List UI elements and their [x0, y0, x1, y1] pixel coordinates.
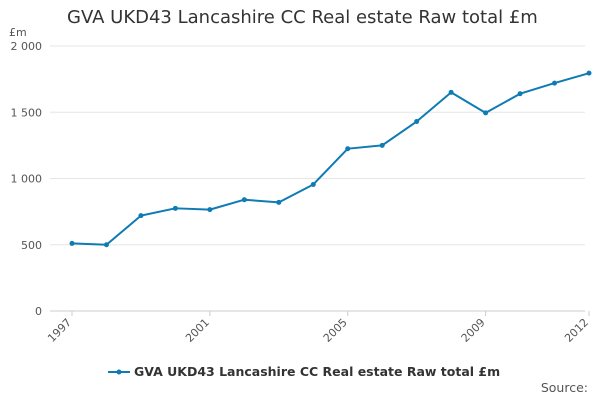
data-point: [207, 207, 213, 213]
data-point: [448, 89, 454, 95]
data-point: [483, 110, 489, 116]
data-point: [103, 242, 109, 248]
source-label: Source:: [540, 380, 588, 395]
data-point: [586, 70, 592, 76]
data-point: [345, 146, 351, 152]
x-tick-label: 1997: [45, 316, 74, 345]
data-point: [241, 197, 247, 203]
data-point: [310, 181, 316, 187]
legend[interactable]: GVA UKD43 Lancashire CC Real estate Raw …: [108, 364, 500, 379]
y-tick-label: 1 000: [11, 173, 43, 186]
legend-swatch-icon: [108, 369, 130, 374]
data-point: [138, 213, 144, 219]
data-point: [552, 80, 558, 86]
data-point: [517, 91, 523, 97]
y-tick-label: 0: [35, 305, 42, 318]
data-point: [414, 119, 420, 125]
data-point: [276, 199, 282, 205]
y-tick-label: 2 000: [11, 40, 43, 53]
data-point: [379, 142, 385, 148]
y-tick-label: 1 500: [11, 106, 43, 119]
x-tick-label: 2005: [321, 316, 350, 345]
series-line: [71, 72, 590, 246]
legend-label: GVA UKD43 Lancashire CC Real estate Raw …: [134, 364, 501, 379]
x-tick-label: 2001: [183, 316, 212, 345]
chart-title: GVA UKD43 Lancashire CC Real estate Raw …: [67, 7, 538, 28]
x-tick-label: 2012: [562, 316, 591, 345]
y-tick-label: 500: [21, 239, 42, 252]
x-tick-label: 2009: [459, 316, 488, 345]
data-point: [69, 240, 75, 246]
y-axis-unit-label: £m: [9, 26, 27, 39]
data-point: [172, 205, 178, 211]
